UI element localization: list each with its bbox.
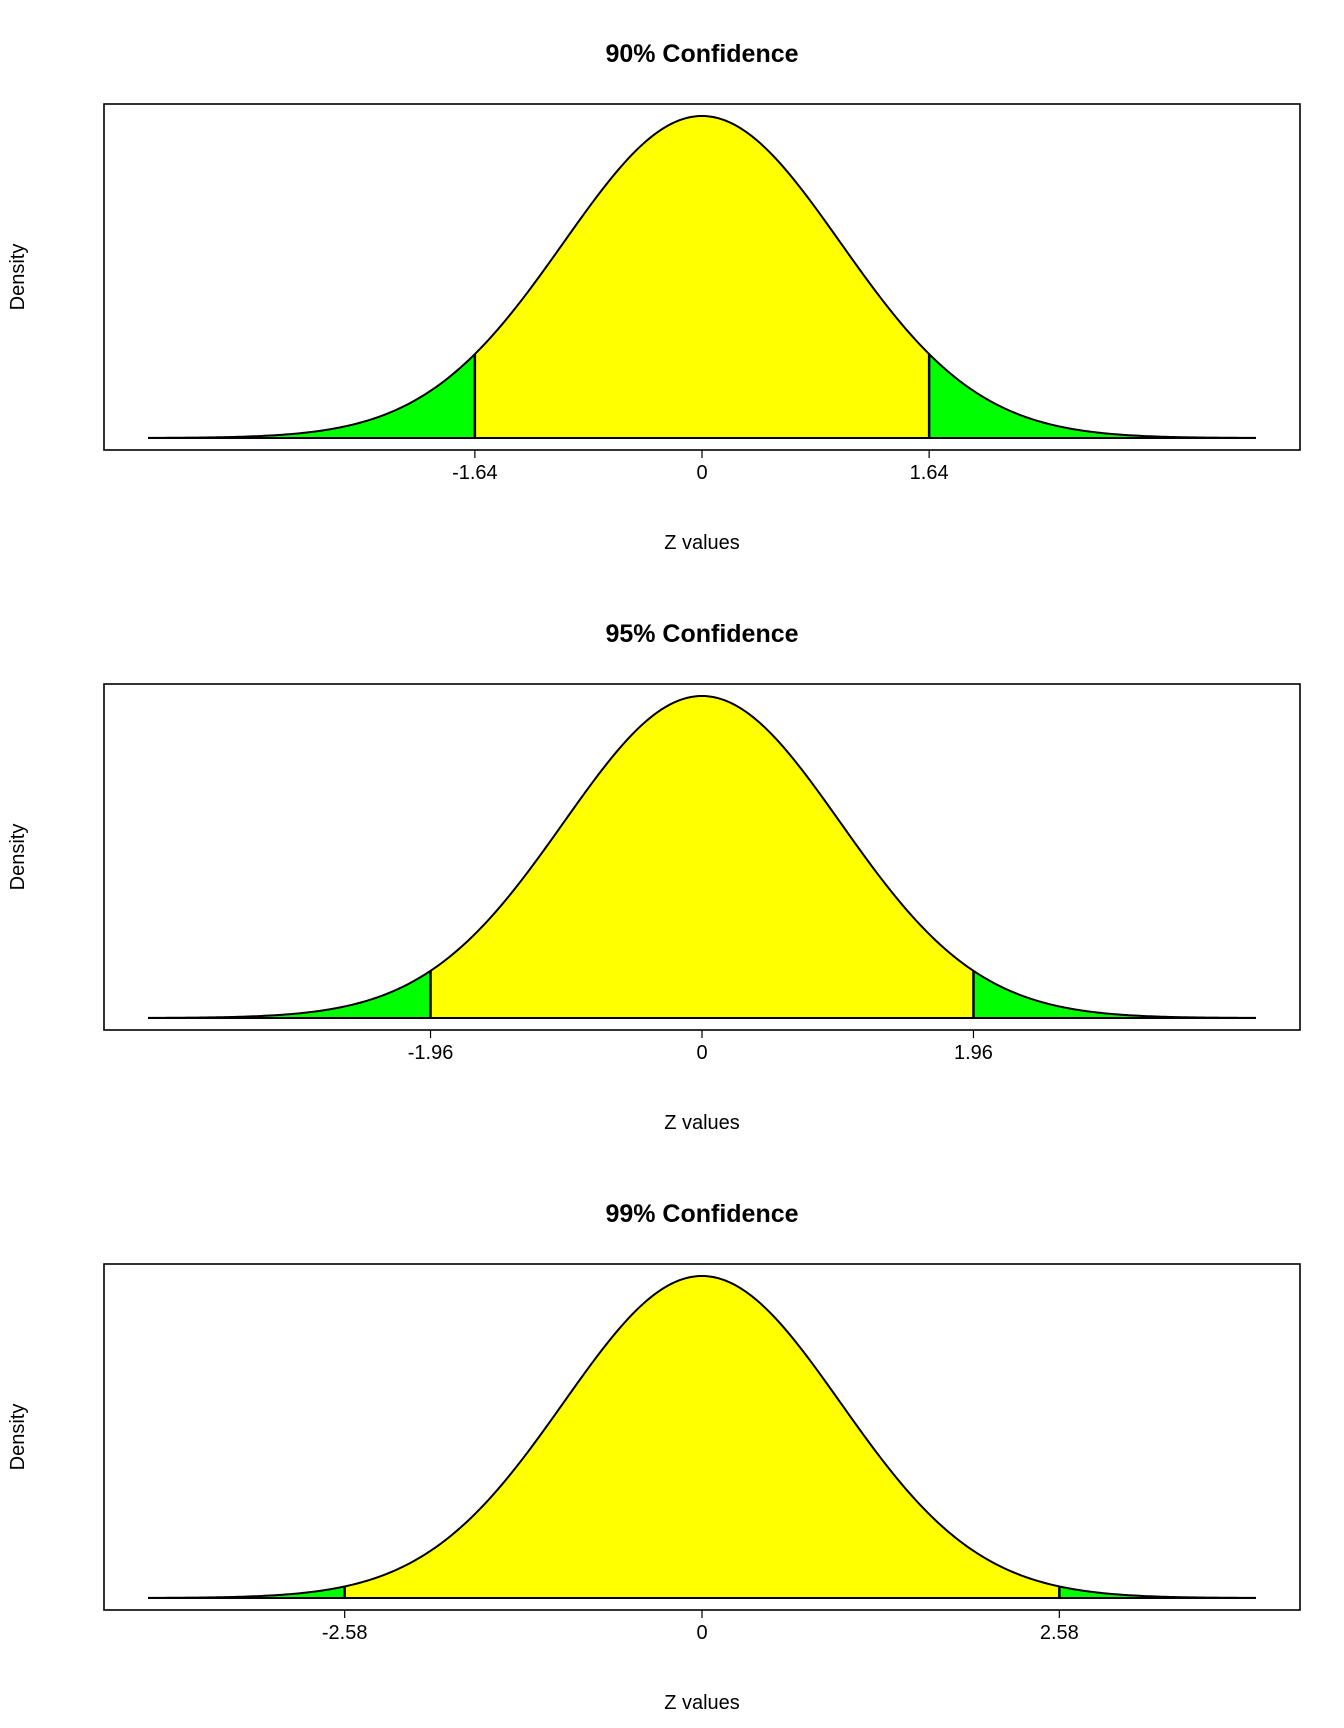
tail-region-3 [1059,1586,1256,1598]
x-axis-label: Z values [664,1692,740,1714]
tail-region-1 [148,354,475,438]
chart-panel-2: 95% Confidence -1.96 0 1.96 Z values Density [7,620,1301,1134]
x-tick-label: 1.64 [910,462,949,484]
density-curve [147,1274,1257,1599]
confidence-region-2 [474,116,930,438]
y-axis-label: Density [7,1404,29,1471]
x-tick-label: -2.58 [322,1622,368,1644]
x-tick-label: 1.96 [954,1042,993,1064]
y-axis-label: Density [7,244,29,311]
tail-region-1 [148,1586,345,1598]
chart-title: 90% Confidence [605,40,798,68]
x-tick-label: 0 [696,462,707,484]
density-curve [147,114,1257,439]
density-curve [147,694,1257,1019]
tail-region-3 [929,354,1256,438]
chart-title: 99% Confidence [605,1200,798,1228]
confidence-region-2 [430,696,974,1018]
x-axis-label: Z values [664,532,740,554]
y-axis-label: Density [7,824,29,891]
x-tick-label: -1.96 [408,1042,454,1064]
chart-panel-1: 90% Confidence -1.64 0 1.64 Z values Density [7,40,1301,554]
confidence-region-2 [344,1276,1060,1598]
chart-title: 95% Confidence [605,620,798,648]
tail-region-3 [973,970,1256,1018]
chart-panel-3: 99% Confidence -2.58 0 2.58 Z values Density [7,1200,1301,1714]
x-tick-label: -1.64 [452,462,498,484]
x-tick-label: 0 [696,1042,707,1064]
x-axis-label: Z values [664,1112,740,1134]
tail-region-1 [148,970,431,1018]
x-tick-label: 0 [696,1622,707,1644]
x-tick-label: 2.58 [1040,1622,1079,1644]
